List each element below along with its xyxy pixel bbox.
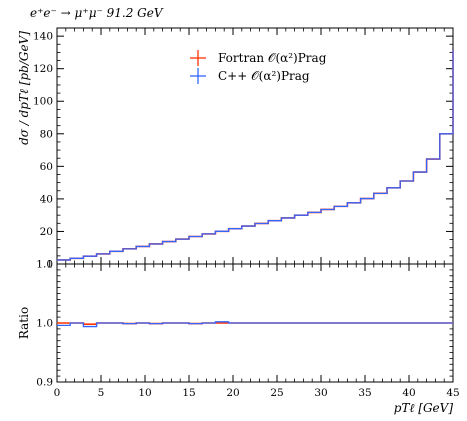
ratio-y-axis-label: Ratio <box>17 307 31 339</box>
main-series <box>57 49 454 261</box>
ratio-y-tick-label: 0.9 <box>36 377 53 389</box>
x-tick-label: 10 <box>138 387 151 399</box>
x-tick-label: 20 <box>226 387 239 399</box>
main-y-tick-label: 140 <box>33 31 53 43</box>
main-y-tick-label: 40 <box>40 193 53 205</box>
main-y-tick-label: 80 <box>40 128 53 140</box>
ratio-series <box>57 321 453 328</box>
x-tick-label: 45 <box>446 387 459 399</box>
main-y-tick-label: 20 <box>40 226 53 238</box>
x-tick-label: 5 <box>98 387 105 399</box>
x-tick-label: 25 <box>270 387 283 399</box>
ratio-y-tick-label: 1.0 <box>36 318 53 330</box>
legend: Fortran 𝒪(α²)Prag C++ 𝒪(α²)Prag <box>190 50 327 84</box>
ratio-series-cpp <box>57 321 453 328</box>
legend-label-fortran: Fortran 𝒪(α²)Prag <box>218 51 327 65</box>
main-y-tick-label: 60 <box>40 161 53 173</box>
legend-item-fortran: Fortran 𝒪(α²)Prag <box>190 50 327 66</box>
main-y-tick-label: 100 <box>33 96 53 108</box>
main-ticks: 0 20 40 60 80 100 120 140 <box>33 28 454 271</box>
ratio-y-tick-label: 1.1 <box>36 259 53 271</box>
x-axis-label: pTℓ [GeV] <box>394 401 454 415</box>
main-y-tick-label: 120 <box>33 63 53 75</box>
chart-title: e⁺e⁻ → μ⁺μ⁻ 91.2 GeV <box>30 6 164 20</box>
x-tick-label: 15 <box>182 387 195 399</box>
ratio-ticks: 0.91.01.10 5 10 15 20 25 30 35 40 45 <box>36 259 459 400</box>
legend-label-cpp: C++ 𝒪(α²)Prag <box>218 69 310 83</box>
x-tick-label: 30 <box>314 387 327 399</box>
legend-item-cpp: C++ 𝒪(α²)Prag <box>190 68 310 84</box>
main-y-axis-label: dσ / dpTℓ [pb/GeV] <box>17 31 31 145</box>
main-y-tick-label: 0 <box>46 259 53 271</box>
x-tick-label: 0 <box>54 387 61 399</box>
x-tick-label: 35 <box>358 387 371 399</box>
main-series-cpp <box>57 49 454 261</box>
x-tick-label: 40 <box>402 387 415 399</box>
